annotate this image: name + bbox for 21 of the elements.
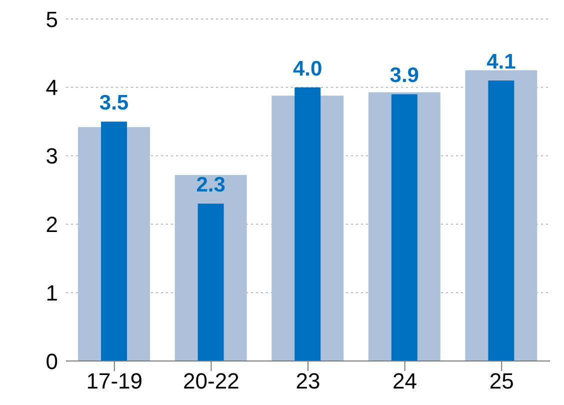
data-label: 2.3 xyxy=(196,174,226,197)
data-label: 3.9 xyxy=(390,64,419,88)
y-tick-label: 4 xyxy=(46,75,58,100)
x-tick-label: 24 xyxy=(392,368,418,394)
x-tick-label: 25 xyxy=(489,368,514,394)
x-tick-label: 23 xyxy=(296,368,320,394)
bar xyxy=(198,204,224,361)
bar xyxy=(488,80,514,361)
x-tick-label: 17-19 xyxy=(86,368,143,394)
bar xyxy=(391,94,418,361)
y-tick-label: 0 xyxy=(46,348,58,374)
y-tick-label: 5 xyxy=(46,6,58,32)
y-tick-label: 3 xyxy=(46,144,58,169)
bar xyxy=(101,122,127,361)
data-label: 4.1 xyxy=(486,50,516,74)
data-label: 4.0 xyxy=(293,57,322,80)
data-label: 3.5 xyxy=(99,92,129,115)
y-tick-label: 1 xyxy=(46,280,58,306)
y-tick-label: 2 xyxy=(46,212,58,238)
bar xyxy=(294,87,321,361)
x-tick-label: 20-22 xyxy=(183,368,240,394)
